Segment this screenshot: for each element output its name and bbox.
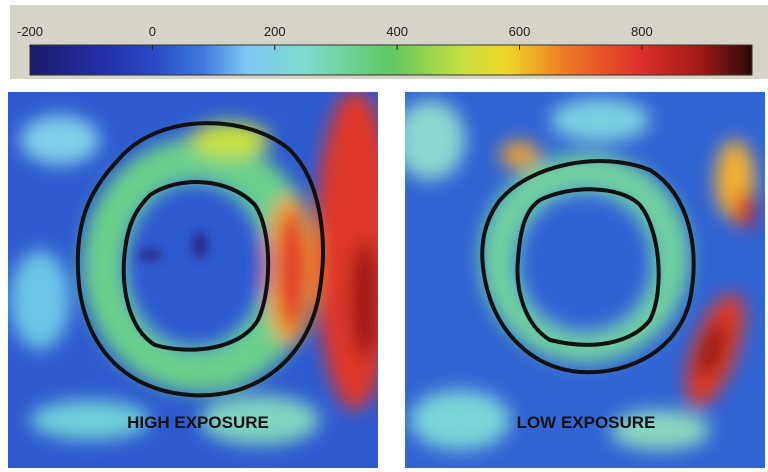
panel-label: LOW EXPOSURE [517, 413, 656, 432]
high-exposure-map [8, 90, 395, 468]
figure: -200 0 200 400 600 800 [0, 0, 768, 472]
colorbar-tick-label: -200 [17, 24, 43, 39]
colorbar-tick-label: 800 [631, 24, 653, 39]
colorbar-tick-label: 400 [386, 24, 408, 39]
low-exposure-map [395, 92, 765, 468]
colorbar-panel: -200 0 200 400 600 800 [10, 5, 768, 79]
panel-label: HIGH EXPOSURE [127, 413, 269, 432]
colorbar-tick-label: 600 [509, 24, 531, 39]
colorbar [30, 45, 752, 75]
colorbar-tick-label: 200 [264, 24, 286, 39]
colorbar-tick-label: 0 [149, 24, 156, 39]
